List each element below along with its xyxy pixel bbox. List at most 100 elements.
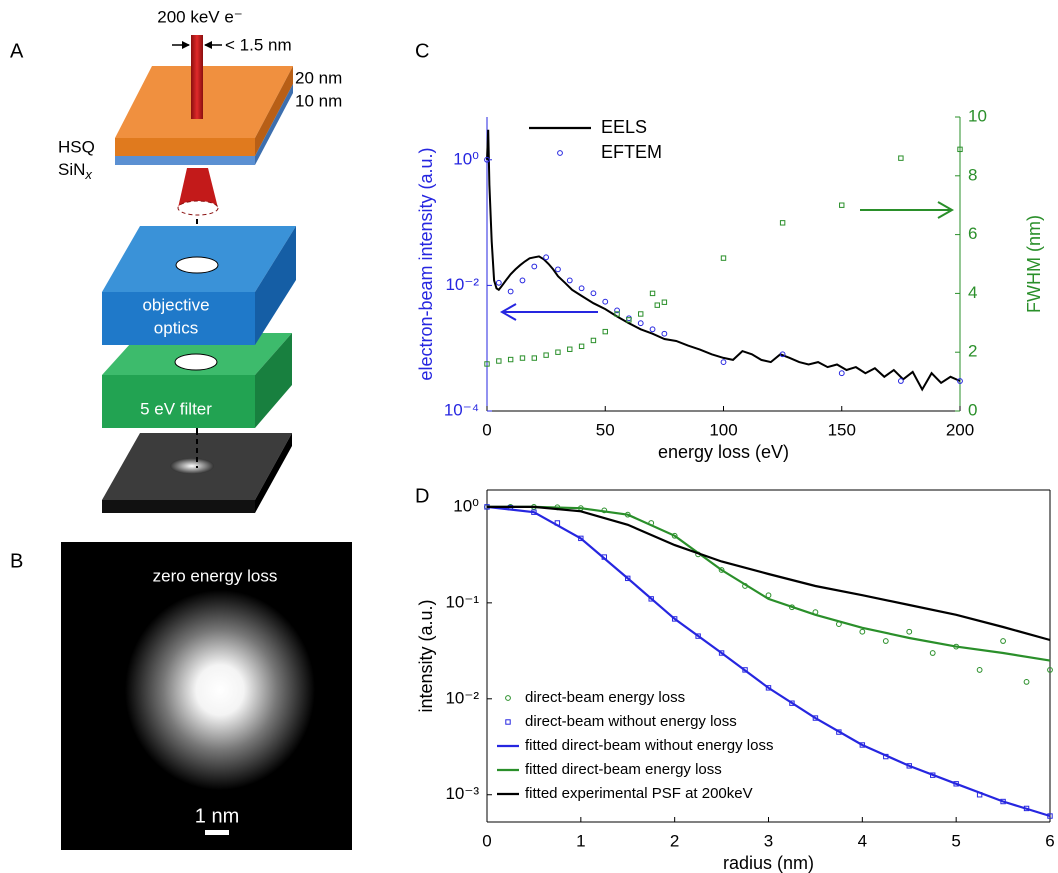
marker [626, 315, 632, 322]
marker [882, 638, 889, 644]
marker [484, 361, 490, 367]
panel-label: A [10, 40, 24, 62]
image-caption: zero energy loss [153, 566, 278, 585]
marker [859, 628, 866, 635]
marker [957, 378, 963, 384]
marker [519, 277, 526, 284]
marker [898, 155, 904, 161]
x-tick-label: 200 [946, 420, 974, 439]
marker [957, 146, 963, 153]
marker [543, 352, 549, 358]
material-label: HSQ [58, 137, 95, 156]
y2-tick-label: 8 [968, 165, 977, 184]
marker [626, 317, 632, 323]
marker [543, 254, 550, 261]
material-text: SiN [58, 160, 85, 179]
marker [625, 575, 631, 582]
y-axis-label: intensity (a.u.) [416, 599, 436, 712]
marker [1023, 679, 1030, 685]
y-tick-label: 10⁰ [453, 149, 479, 168]
marker [649, 290, 656, 297]
marker [590, 337, 597, 344]
marker [839, 202, 845, 208]
y2-tick-label: 4 [968, 283, 977, 302]
marker [614, 307, 620, 314]
x-tick-label: 2 [670, 831, 679, 850]
data-line [487, 505, 1051, 662]
marker [661, 299, 668, 305]
marker [531, 355, 537, 361]
x-tick-label: 1 [576, 831, 585, 850]
marker [720, 359, 727, 366]
x-axis-label: energy loss (eV) [658, 442, 789, 462]
filter-label: 5 eV filter [140, 399, 212, 418]
marker [566, 277, 573, 284]
x-tick-label: 0 [482, 831, 491, 850]
optics-label: objective [142, 295, 209, 314]
marker [507, 356, 514, 363]
marker [720, 255, 727, 261]
marker [649, 326, 656, 333]
marker [654, 302, 660, 308]
annotation-arrows [499, 201, 955, 321]
marker [602, 328, 608, 335]
panel-label: B [10, 550, 23, 572]
y2-axis-label: FWHM (nm) [1024, 215, 1044, 313]
marker [590, 290, 597, 297]
marker [484, 156, 490, 163]
y2-tick-label: 6 [968, 224, 977, 243]
legend-swatch [505, 695, 511, 701]
data-line [487, 505, 1051, 642]
marker [555, 266, 561, 273]
y-tick-label: 10⁰ [453, 496, 479, 515]
panel-label: C [415, 40, 429, 62]
y-axis-label: electron-beam intensity (a.u.) [416, 147, 436, 380]
marker [496, 358, 502, 364]
legend-label: fitted direct-beam energy loss [525, 761, 722, 778]
marker [507, 288, 514, 295]
marker [578, 343, 585, 350]
x-tick-label: 6 [1045, 831, 1054, 850]
marker [929, 650, 936, 656]
marker [602, 298, 609, 305]
y-tick-label: 10⁻⁴ [444, 400, 479, 419]
x-tick-label: 5 [951, 831, 960, 850]
beam-width: < 1.5 nm [225, 35, 292, 54]
marker [578, 285, 585, 292]
material-label: SiNx [58, 160, 92, 182]
beam-label: 200 keV e⁻ [157, 7, 243, 26]
scale-label: 1 nm [195, 805, 239, 827]
legend-label: fitted direct-beam without energy loss [525, 737, 773, 754]
marker [614, 311, 620, 317]
legend-label: EFTEM [601, 142, 662, 162]
layer-label: 20 nm [295, 68, 342, 87]
legend-label: EELS [601, 117, 647, 137]
y-tick-label: 10⁻¹ [445, 592, 479, 611]
y2-tick-label: 0 [968, 400, 977, 419]
marker [897, 378, 904, 384]
legend-swatch [557, 150, 563, 156]
schematic [102, 35, 296, 513]
marker [637, 320, 644, 327]
marker [555, 349, 561, 355]
data-line [486, 129, 961, 392]
legend-swatch [505, 719, 511, 725]
scale-bar [205, 830, 229, 835]
x-tick-label: 100 [709, 420, 737, 439]
marker [648, 596, 654, 602]
marker [718, 567, 725, 573]
layer-label: 10 nm [295, 91, 342, 110]
x-tick-label: 3 [764, 831, 773, 850]
x-axis-label: radius (nm) [723, 853, 814, 873]
legend-label: fitted experimental PSF at 200keV [525, 785, 753, 802]
marker [495, 279, 502, 286]
marker [695, 633, 701, 639]
marker [519, 355, 526, 361]
optics-label: optics [154, 318, 198, 337]
marker [765, 685, 772, 691]
panel-label: D [415, 485, 429, 507]
marker [638, 311, 644, 317]
material-subscript: x [84, 167, 92, 182]
marker [906, 628, 913, 635]
legend-label: direct-beam energy loss [525, 689, 685, 706]
